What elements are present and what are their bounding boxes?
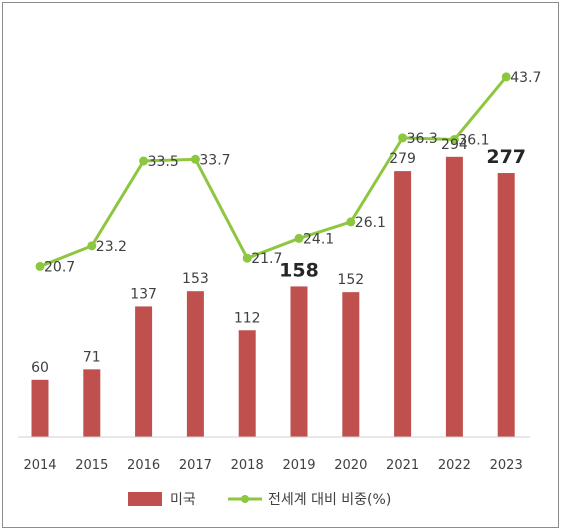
legend-swatch-marker	[241, 495, 249, 503]
line-point-2023	[501, 72, 511, 82]
bar-value-label-2016: 137	[130, 286, 157, 302]
bar-2014	[31, 379, 49, 437]
bar-2018	[238, 330, 256, 437]
line-point-2019	[294, 233, 304, 243]
line-point-2016	[139, 156, 149, 166]
x-tick-label-2020: 2020	[334, 458, 367, 473]
line-value-label-2014: 20.7	[44, 259, 75, 275]
x-tick-labels-group: 2014 2015 2016 2017 2018 2019 2020 2021 2022 2023	[23, 458, 522, 473]
line-value-label-2015: 23.2	[96, 239, 127, 255]
bar-value-label-2021: 279	[389, 151, 416, 167]
bar-value-label-2022: 294	[441, 137, 468, 153]
x-tick-label-2018: 2018	[231, 458, 264, 473]
legend: 미국 전세계 대비 비중(%)	[128, 492, 391, 508]
bar-2022	[445, 156, 463, 437]
bar-value-label-2019: 158	[279, 259, 319, 281]
x-tick-label-2015: 2015	[75, 458, 108, 473]
bar-2021	[394, 171, 412, 437]
line-point-2022	[449, 135, 459, 145]
legend-label-bar: 미국	[170, 492, 196, 508]
bar-value-label-2020: 152	[337, 272, 364, 288]
line-point-2014	[35, 261, 45, 271]
line-value-label-2023: 43.7	[510, 70, 541, 86]
bar-2023	[497, 173, 515, 438]
share-line	[39, 75, 508, 268]
legend-label-line: 전세계 대비 비중(%)	[268, 492, 391, 508]
data-labels-group: 60 71 137 153 112 158 152 279 294 277 20.7 23.2 33.5…	[31, 70, 541, 376]
line-point-2015	[87, 241, 97, 251]
x-tick-label-2019: 2019	[282, 458, 315, 473]
line-value-label-2017: 33.7	[199, 152, 230, 168]
bar-2017	[186, 291, 204, 437]
bar-2019	[290, 286, 308, 437]
bar-series-group	[31, 156, 515, 438]
bar-value-label-2023: 277	[486, 146, 526, 168]
bar-2016	[135, 306, 153, 437]
line-point-2020	[346, 217, 356, 227]
x-tick-label-2016: 2016	[127, 458, 160, 473]
x-tick-label-2022: 2022	[438, 458, 471, 473]
bar-value-label-2017: 153	[182, 271, 209, 287]
bar-2020	[342, 292, 360, 437]
line-point-2017	[190, 154, 200, 164]
line-value-label-2019: 24.1	[303, 231, 334, 247]
bar-value-label-2018: 112	[234, 310, 261, 326]
line-value-label-2022: 36.1	[458, 133, 489, 149]
x-tick-label-2021: 2021	[386, 458, 419, 473]
line-value-label-2021: 36.3	[407, 131, 438, 147]
x-tick-label-2014: 2014	[23, 458, 56, 473]
x-tick-label-2017: 2017	[179, 458, 212, 473]
x-tick-label-2023: 2023	[490, 458, 523, 473]
line-value-label-2020: 26.1	[355, 215, 386, 231]
chart-frame	[2, 2, 559, 528]
legend-swatch-bar	[128, 492, 162, 506]
line-value-label-2018: 21.7	[251, 251, 282, 267]
line-series-group	[35, 72, 511, 271]
bar-value-label-2014: 60	[31, 360, 49, 376]
bar-value-label-2015: 71	[83, 349, 101, 365]
line-point-2021	[398, 133, 408, 143]
bar-2015	[83, 369, 101, 437]
line-value-label-2016: 33.5	[148, 154, 179, 170]
line-point-2018	[242, 253, 252, 263]
